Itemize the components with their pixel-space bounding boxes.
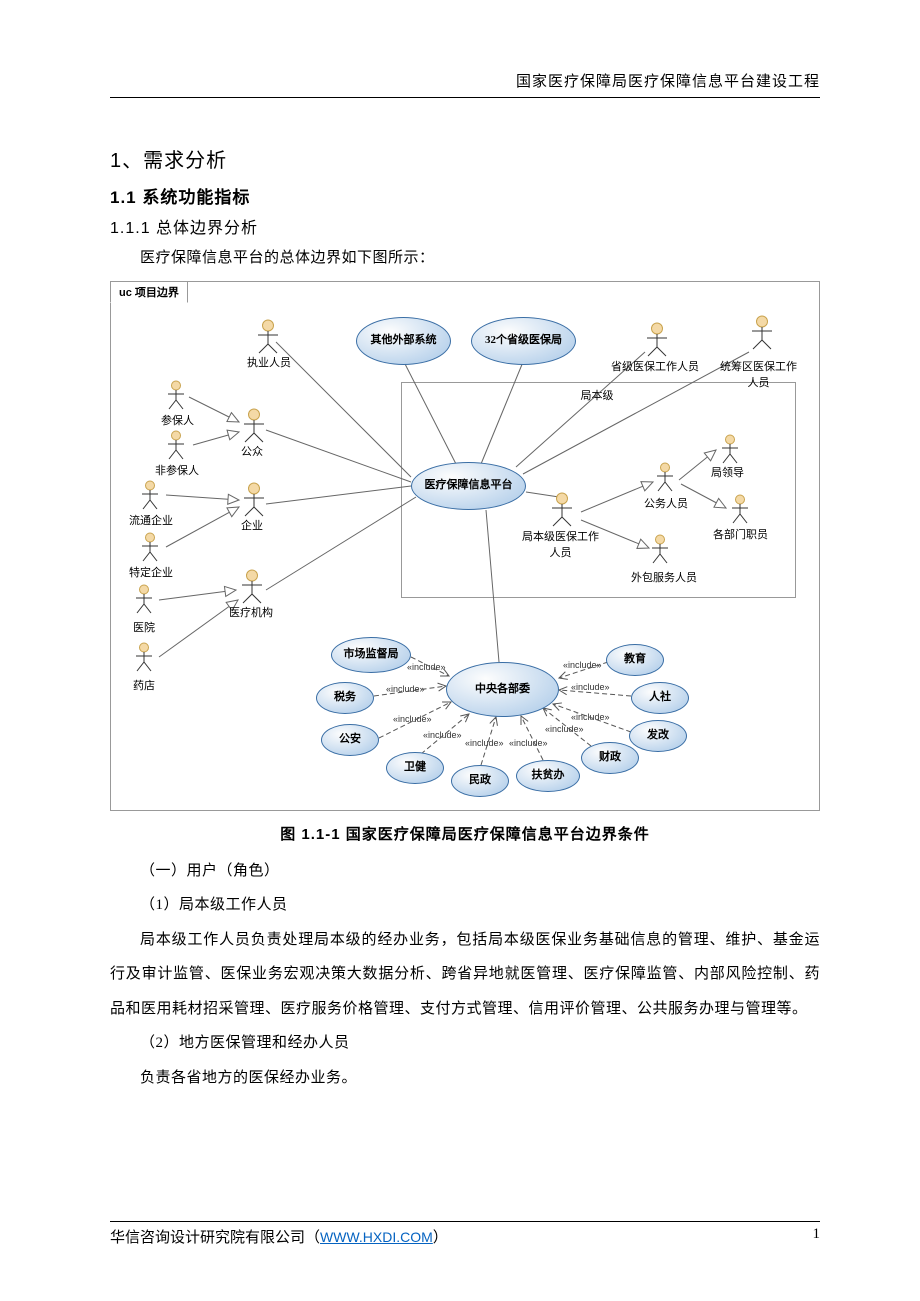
actor-specific bbox=[141, 532, 171, 562]
usecase-police: 公安 bbox=[321, 724, 379, 756]
actor-label-prov-staff: 省级医保工作人员 bbox=[611, 358, 699, 374]
header-rule bbox=[110, 97, 820, 98]
include-label: «include» bbox=[393, 714, 432, 724]
actor-bureau-staff bbox=[551, 492, 581, 527]
usecase-platform: 医疗保障信息平台 bbox=[411, 462, 526, 510]
include-label: «include» bbox=[465, 738, 504, 748]
actor-public bbox=[243, 408, 273, 443]
para-role-1-body: 局本级工作人员负责处理局本级的经办业务，包括局本级医保业务基础信息的管理、维护、… bbox=[110, 923, 820, 1027]
actor-prov-staff bbox=[646, 322, 676, 357]
actor-label-public: 公众 bbox=[241, 443, 263, 459]
page-number: 1 bbox=[813, 1226, 821, 1247]
include-label: «include» bbox=[571, 682, 610, 692]
page-footer: 华信咨询设计研究院有限公司（WWW.HXDI.COM） 1 bbox=[110, 1221, 820, 1247]
heading-3: 1.1.1 总体边界分析 bbox=[110, 214, 820, 238]
actor-label-leader: 局领导 bbox=[711, 464, 744, 480]
para-role-2-body: 负责各省地方的医保经办业务。 bbox=[110, 1061, 820, 1096]
actor-dept-staff bbox=[731, 494, 761, 524]
footer-rule bbox=[110, 1221, 820, 1222]
actor-region-staff bbox=[751, 315, 781, 350]
actor-label-practitioner: 执业人员 bbox=[247, 354, 291, 370]
actor-label-distrib: 流通企业 bbox=[129, 512, 173, 528]
usecase-market: 市场监督局 bbox=[331, 637, 411, 673]
actor-distrib bbox=[141, 480, 171, 510]
heading-2: 1.1 系统功能指标 bbox=[110, 183, 820, 208]
actor-label-enterprise: 企业 bbox=[241, 517, 263, 533]
usecase-central: 中央各部委 bbox=[446, 662, 559, 717]
usecase-provinces: 32个省级医保局 bbox=[471, 317, 576, 365]
actor-label-uninsured: 非参保人 bbox=[155, 462, 199, 478]
header-title: 国家医疗保障局医疗保障信息平台建设工程 bbox=[110, 70, 820, 91]
actor-label-insured: 参保人 bbox=[161, 412, 194, 428]
usecase-health: 卫健 bbox=[386, 752, 444, 784]
actor-insured bbox=[167, 380, 197, 410]
actor-label-civil-serv: 公务人员 bbox=[644, 495, 688, 511]
usecase-hr: 人社 bbox=[631, 682, 689, 714]
actor-outsource bbox=[651, 534, 681, 564]
usecase-finance: 财政 bbox=[581, 742, 639, 774]
usecase-edu: 教育 bbox=[606, 644, 664, 676]
content: 1、需求分析 1.1 系统功能指标 1.1.1 总体边界分析 医疗保障信息平台的… bbox=[110, 144, 820, 1095]
include-label: «include» bbox=[407, 662, 446, 672]
page-header: 国家医疗保障局医疗保障信息平台建设工程 bbox=[110, 70, 820, 98]
document-page: 国家医疗保障局医疗保障信息平台建设工程 1、需求分析 1.1 系统功能指标 1.… bbox=[0, 0, 920, 1301]
actor-civil-serv bbox=[656, 462, 686, 492]
usecase-dev: 发改 bbox=[629, 720, 687, 752]
actor-pharmacy bbox=[135, 642, 165, 672]
intro-text: 医疗保障信息平台的总体边界如下图所示： bbox=[110, 244, 820, 273]
para-role-1-title: （1）局本级工作人员 bbox=[110, 888, 820, 923]
include-label: «include» bbox=[563, 660, 602, 670]
actor-leader bbox=[721, 434, 751, 464]
include-label: «include» bbox=[423, 730, 462, 740]
actor-label-hospital: 医院 bbox=[133, 619, 155, 635]
actor-medinst bbox=[241, 569, 271, 604]
figure-caption: 图 1.1-1 国家医疗保障局医疗保障信息平台边界条件 bbox=[110, 823, 820, 844]
include-label: «include» bbox=[509, 738, 548, 748]
footer-link[interactable]: WWW.HXDI.COM bbox=[320, 1229, 433, 1245]
include-label: «include» bbox=[386, 684, 425, 694]
para-roles-heading: （一）用户（角色） bbox=[110, 854, 820, 889]
usecase-other-sys: 其他外部系统 bbox=[356, 317, 451, 365]
actor-hospital bbox=[135, 584, 165, 614]
actor-enterprise bbox=[243, 482, 273, 517]
actor-label-pharmacy: 药店 bbox=[133, 677, 155, 693]
uml-diagram: uc 项目边界 局本级«include»«include»«include»«i… bbox=[110, 281, 820, 811]
include-label: «include» bbox=[571, 712, 610, 722]
actor-label-region-staff: 统筹区医保工作人员 bbox=[716, 358, 801, 390]
actor-practitioner bbox=[257, 319, 287, 354]
actor-label-outsource: 外包服务人员 bbox=[631, 569, 697, 585]
footer-company: 华信咨询设计研究院有限公司（WWW.HXDI.COM） bbox=[110, 1226, 448, 1247]
usecase-poverty: 扶贫办 bbox=[516, 760, 580, 792]
usecase-tax: 税务 bbox=[316, 682, 374, 714]
include-label: «include» bbox=[545, 724, 584, 734]
actor-label-medinst: 医疗机构 bbox=[229, 604, 273, 620]
actor-label-bureau-staff: 局本级医保工作人员 bbox=[518, 528, 603, 560]
para-role-2-title: （2）地方医保管理和经办人员 bbox=[110, 1026, 820, 1061]
actor-label-specific: 特定企业 bbox=[129, 564, 173, 580]
diagram-tab: uc 项目边界 bbox=[110, 281, 188, 303]
actor-label-dept-staff: 各部门职员 bbox=[713, 526, 768, 542]
actor-uninsured bbox=[167, 430, 197, 460]
inner-boundary-label: 局本级 bbox=[581, 387, 614, 403]
heading-1: 1、需求分析 bbox=[110, 144, 820, 173]
usecase-civil: 民政 bbox=[451, 765, 509, 797]
